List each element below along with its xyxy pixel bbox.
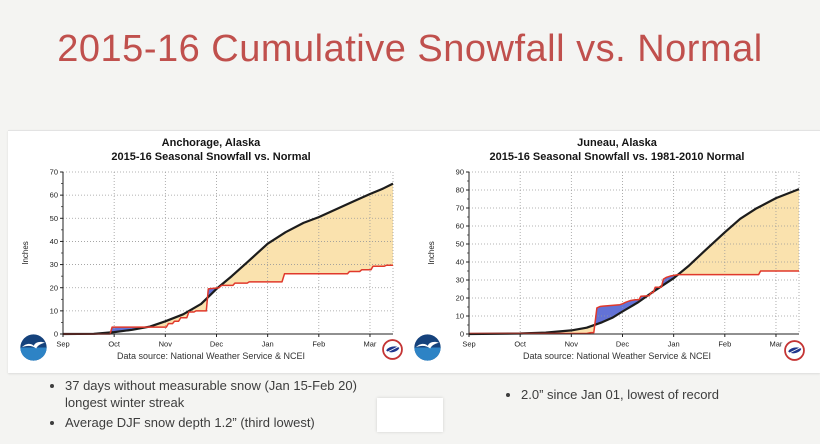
axes: 0 10 20 30 40 50 60 70 Sep Oct Nov Dec Jan Feb Mar Inch… xyxy=(21,167,393,348)
svg-text:70: 70 xyxy=(456,203,464,212)
svg-text:Oct: Oct xyxy=(108,339,121,348)
chart-subtitle: 2015-16 Seasonal Snowfall vs. Normal xyxy=(111,151,311,164)
anchorage-plot-svg: 0 10 20 30 40 50 60 70 Sep Oct Nov Dec Jan Feb Mar Inch… xyxy=(21,167,394,348)
note-item: 2.0” since Jan 01, lowest of record xyxy=(521,386,804,403)
slide-title: 2015-16 Cumulative Snowfall vs. Normal xyxy=(57,28,763,70)
svg-text:20: 20 xyxy=(50,283,58,292)
svg-text:10: 10 xyxy=(456,311,464,320)
svg-text:Feb: Feb xyxy=(718,339,731,348)
blank-placeholder-box xyxy=(377,398,443,432)
fill-areas xyxy=(469,188,799,334)
svg-text:Jan: Jan xyxy=(262,339,274,348)
svg-text:Feb: Feb xyxy=(312,339,325,348)
data-source: Data source: National Weather Service & … xyxy=(117,350,305,361)
chart-subtitle: 2015-16 Seasonal Snowfall vs. 1981-2010 … xyxy=(489,151,745,164)
svg-text:60: 60 xyxy=(456,221,464,230)
svg-text:80: 80 xyxy=(456,185,464,194)
juneau-notes: 2.0” since Jan 01, lowest of record xyxy=(504,386,804,406)
anchorage-notes: 37 days without measurable snow (Jan 15-… xyxy=(48,377,383,434)
note-item: 37 days without measurable snow (Jan 15-… xyxy=(65,377,383,411)
svg-text:40: 40 xyxy=(50,237,58,246)
svg-text:50: 50 xyxy=(456,239,464,248)
anchorage-chart: Anchorage, Alaska 2015-16 Seasonal Snowf… xyxy=(8,131,414,373)
svg-text:0: 0 xyxy=(460,329,464,338)
svg-text:Mar: Mar xyxy=(770,339,783,348)
svg-text:20: 20 xyxy=(456,293,464,302)
nws-logo-icon xyxy=(382,339,403,360)
chart-title: Anchorage, Alaska xyxy=(161,137,261,149)
fill-areas xyxy=(78,183,393,334)
juneau-plot-svg: 0 10 20 30 40 50 60 70 80 90 Sep Oct Nov Dec Jan Feb Mar… xyxy=(427,167,800,348)
svg-text:Nov: Nov xyxy=(565,339,579,348)
noaa-logo-icon xyxy=(20,334,47,361)
svg-text:Sep: Sep xyxy=(56,339,69,348)
data-source: Data source: National Weather Service & … xyxy=(523,350,711,361)
chart-title: Juneau, Alaska xyxy=(577,137,657,149)
svg-text:30: 30 xyxy=(50,260,58,269)
svg-text:40: 40 xyxy=(456,257,464,266)
svg-text:0: 0 xyxy=(54,329,58,338)
svg-text:Sep: Sep xyxy=(462,339,475,348)
nws-logo-icon xyxy=(784,340,805,361)
gridlines xyxy=(63,171,394,334)
svg-text:70: 70 xyxy=(50,167,58,176)
charts-panel: Anchorage, Alaska 2015-16 Seasonal Snowf… xyxy=(8,130,820,373)
charts-row: Anchorage, Alaska 2015-16 Seasonal Snowf… xyxy=(8,131,820,373)
anchorage-plot: 0 10 20 30 40 50 60 70 Sep Oct Nov Dec Jan Feb Mar Inch… xyxy=(8,166,414,350)
svg-text:50: 50 xyxy=(50,213,58,222)
svg-text:Mar: Mar xyxy=(364,339,377,348)
svg-text:Inches: Inches xyxy=(427,241,436,265)
series-lines xyxy=(62,182,394,335)
svg-text:Dec: Dec xyxy=(616,339,630,348)
svg-text:Nov: Nov xyxy=(159,339,173,348)
axes: 0 10 20 30 40 50 60 70 80 90 Sep Oct Nov Dec Jan Feb Mar… xyxy=(427,167,799,348)
svg-text:Inches: Inches xyxy=(21,241,30,265)
svg-text:90: 90 xyxy=(456,167,464,176)
note-item: Average DJF snow depth 1.2” (third lowes… xyxy=(65,414,383,431)
svg-text:30: 30 xyxy=(456,275,464,284)
noaa-logo-icon xyxy=(414,334,441,361)
svg-text:10: 10 xyxy=(50,306,58,315)
svg-text:Dec: Dec xyxy=(210,339,224,348)
svg-text:Oct: Oct xyxy=(514,339,527,348)
svg-text:Jan: Jan xyxy=(668,339,680,348)
series-lines xyxy=(468,187,800,335)
juneau-chart: Juneau, Alaska 2015-16 Seasonal Snowfall… xyxy=(414,131,820,373)
gridlines xyxy=(469,171,800,334)
svg-text:60: 60 xyxy=(50,190,58,199)
juneau-plot: 0 10 20 30 40 50 60 70 80 90 Sep Oct Nov Dec Jan Feb Mar… xyxy=(414,166,820,350)
